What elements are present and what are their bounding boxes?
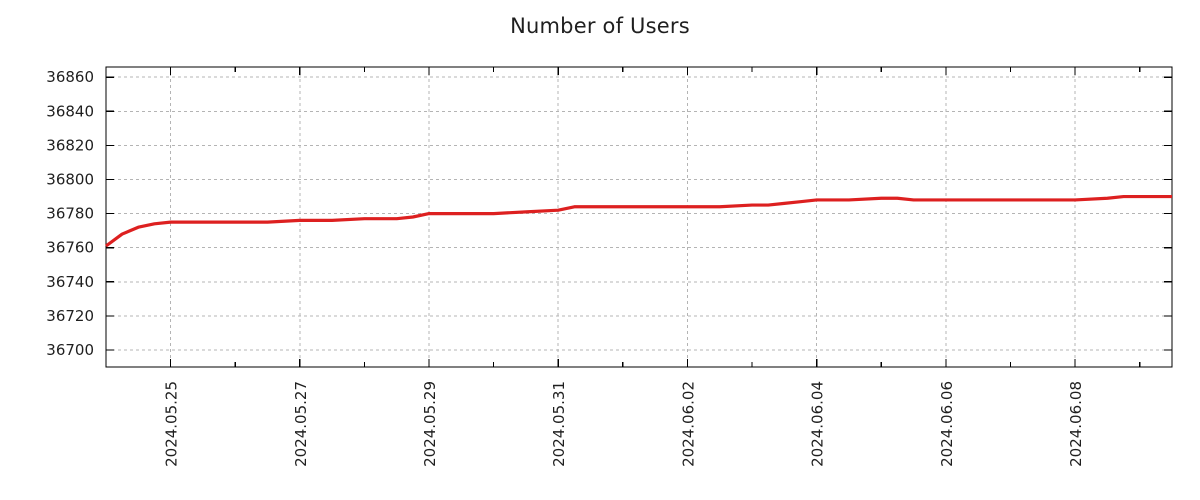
tick-marks-group <box>105 67 1172 367</box>
y-axis-tick-label: 36860 <box>46 68 94 86</box>
y-axis-tick-label: 36720 <box>46 307 94 325</box>
x-axis-tick-label: 2024.05.29 <box>421 381 439 467</box>
x-axis-tick-label: 2024.06.04 <box>809 381 827 467</box>
series-line-number-of-users <box>105 194 1172 248</box>
y-axis-tick-label: 36840 <box>46 102 94 120</box>
plot-frame <box>105 66 1173 368</box>
x-axis-tick-label: 2024.06.06 <box>938 381 956 467</box>
x-axis-labels-group: 2024.05.25 2024.05.27 2024.05.29 2024.05.31… <box>163 381 1085 467</box>
y-axis-tick-label: 36800 <box>46 171 94 189</box>
x-gridlines-group <box>170 67 1076 367</box>
x-axis-tick-label: 2024.06.08 <box>1067 381 1085 467</box>
y-axis-tick-label: 36700 <box>46 341 94 359</box>
x-axis-tick-label: 2024.05.27 <box>292 381 310 467</box>
series-group <box>105 194 1172 248</box>
y-axis-tick-label: 36780 <box>46 205 94 223</box>
x-axis-tick-label: 2024.05.31 <box>550 381 568 467</box>
gridlines-group <box>106 76 1172 351</box>
x-axis-tick-label: 2024.05.25 <box>163 381 181 467</box>
y-axis-tick-label: 36740 <box>46 273 94 291</box>
x-axis-tick-label: 2024.06.02 <box>679 381 697 467</box>
chart-title: Number of Users <box>510 14 690 38</box>
y-axis-tick-label: 36760 <box>46 239 94 257</box>
y-axis-labels-group: 36700 36720 36740 36760 36780 36800 36820 36840… <box>46 68 94 359</box>
y-axis-tick-label: 36820 <box>46 136 94 154</box>
